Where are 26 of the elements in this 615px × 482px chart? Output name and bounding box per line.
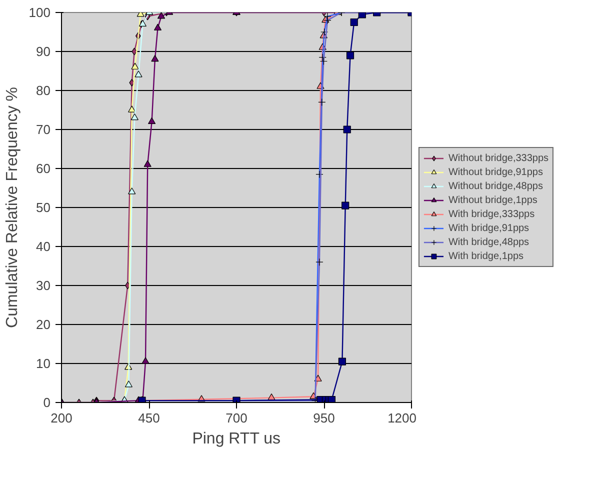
- legend-label: With bridge,1pps: [448, 250, 524, 262]
- x-tick-label: 1200: [388, 410, 416, 426]
- y-tick-label: 10: [36, 356, 51, 371]
- x-tick-label: 200: [50, 410, 72, 426]
- legend-label: Without bridge,333pps: [448, 152, 549, 164]
- legend-label: Without bridge,91pps: [448, 166, 543, 178]
- y-axis-title: Cumulative Relative Frequency %: [4, 86, 21, 328]
- y-tick-label: 100: [28, 5, 51, 20]
- x-tick-label: 950: [313, 410, 335, 426]
- y-tick-label: 70: [36, 122, 51, 137]
- legend-label: With bridge,91pps: [448, 222, 530, 234]
- legend-label: With bridge,48pps: [448, 236, 530, 248]
- y-tick-label: 40: [36, 239, 51, 254]
- x-tick-label: 700: [226, 410, 248, 426]
- y-tick-label: 60: [36, 161, 51, 176]
- y-tick-label: 20: [36, 317, 51, 332]
- legend-label: With bridge,333pps: [448, 208, 535, 220]
- x-axis-title: Ping RTT us: [192, 430, 281, 448]
- x-tick-label: 450: [138, 410, 160, 426]
- y-tick-label: 30: [36, 278, 51, 293]
- y-tick-label: 0: [43, 395, 51, 410]
- y-tick-label: 80: [36, 83, 51, 98]
- y-tick-label: 50: [36, 200, 51, 215]
- legend-label: Without bridge,1pps: [448, 194, 538, 206]
- y-tick-label: 90: [36, 44, 51, 59]
- legend-label: Without bridge,48pps: [448, 180, 543, 192]
